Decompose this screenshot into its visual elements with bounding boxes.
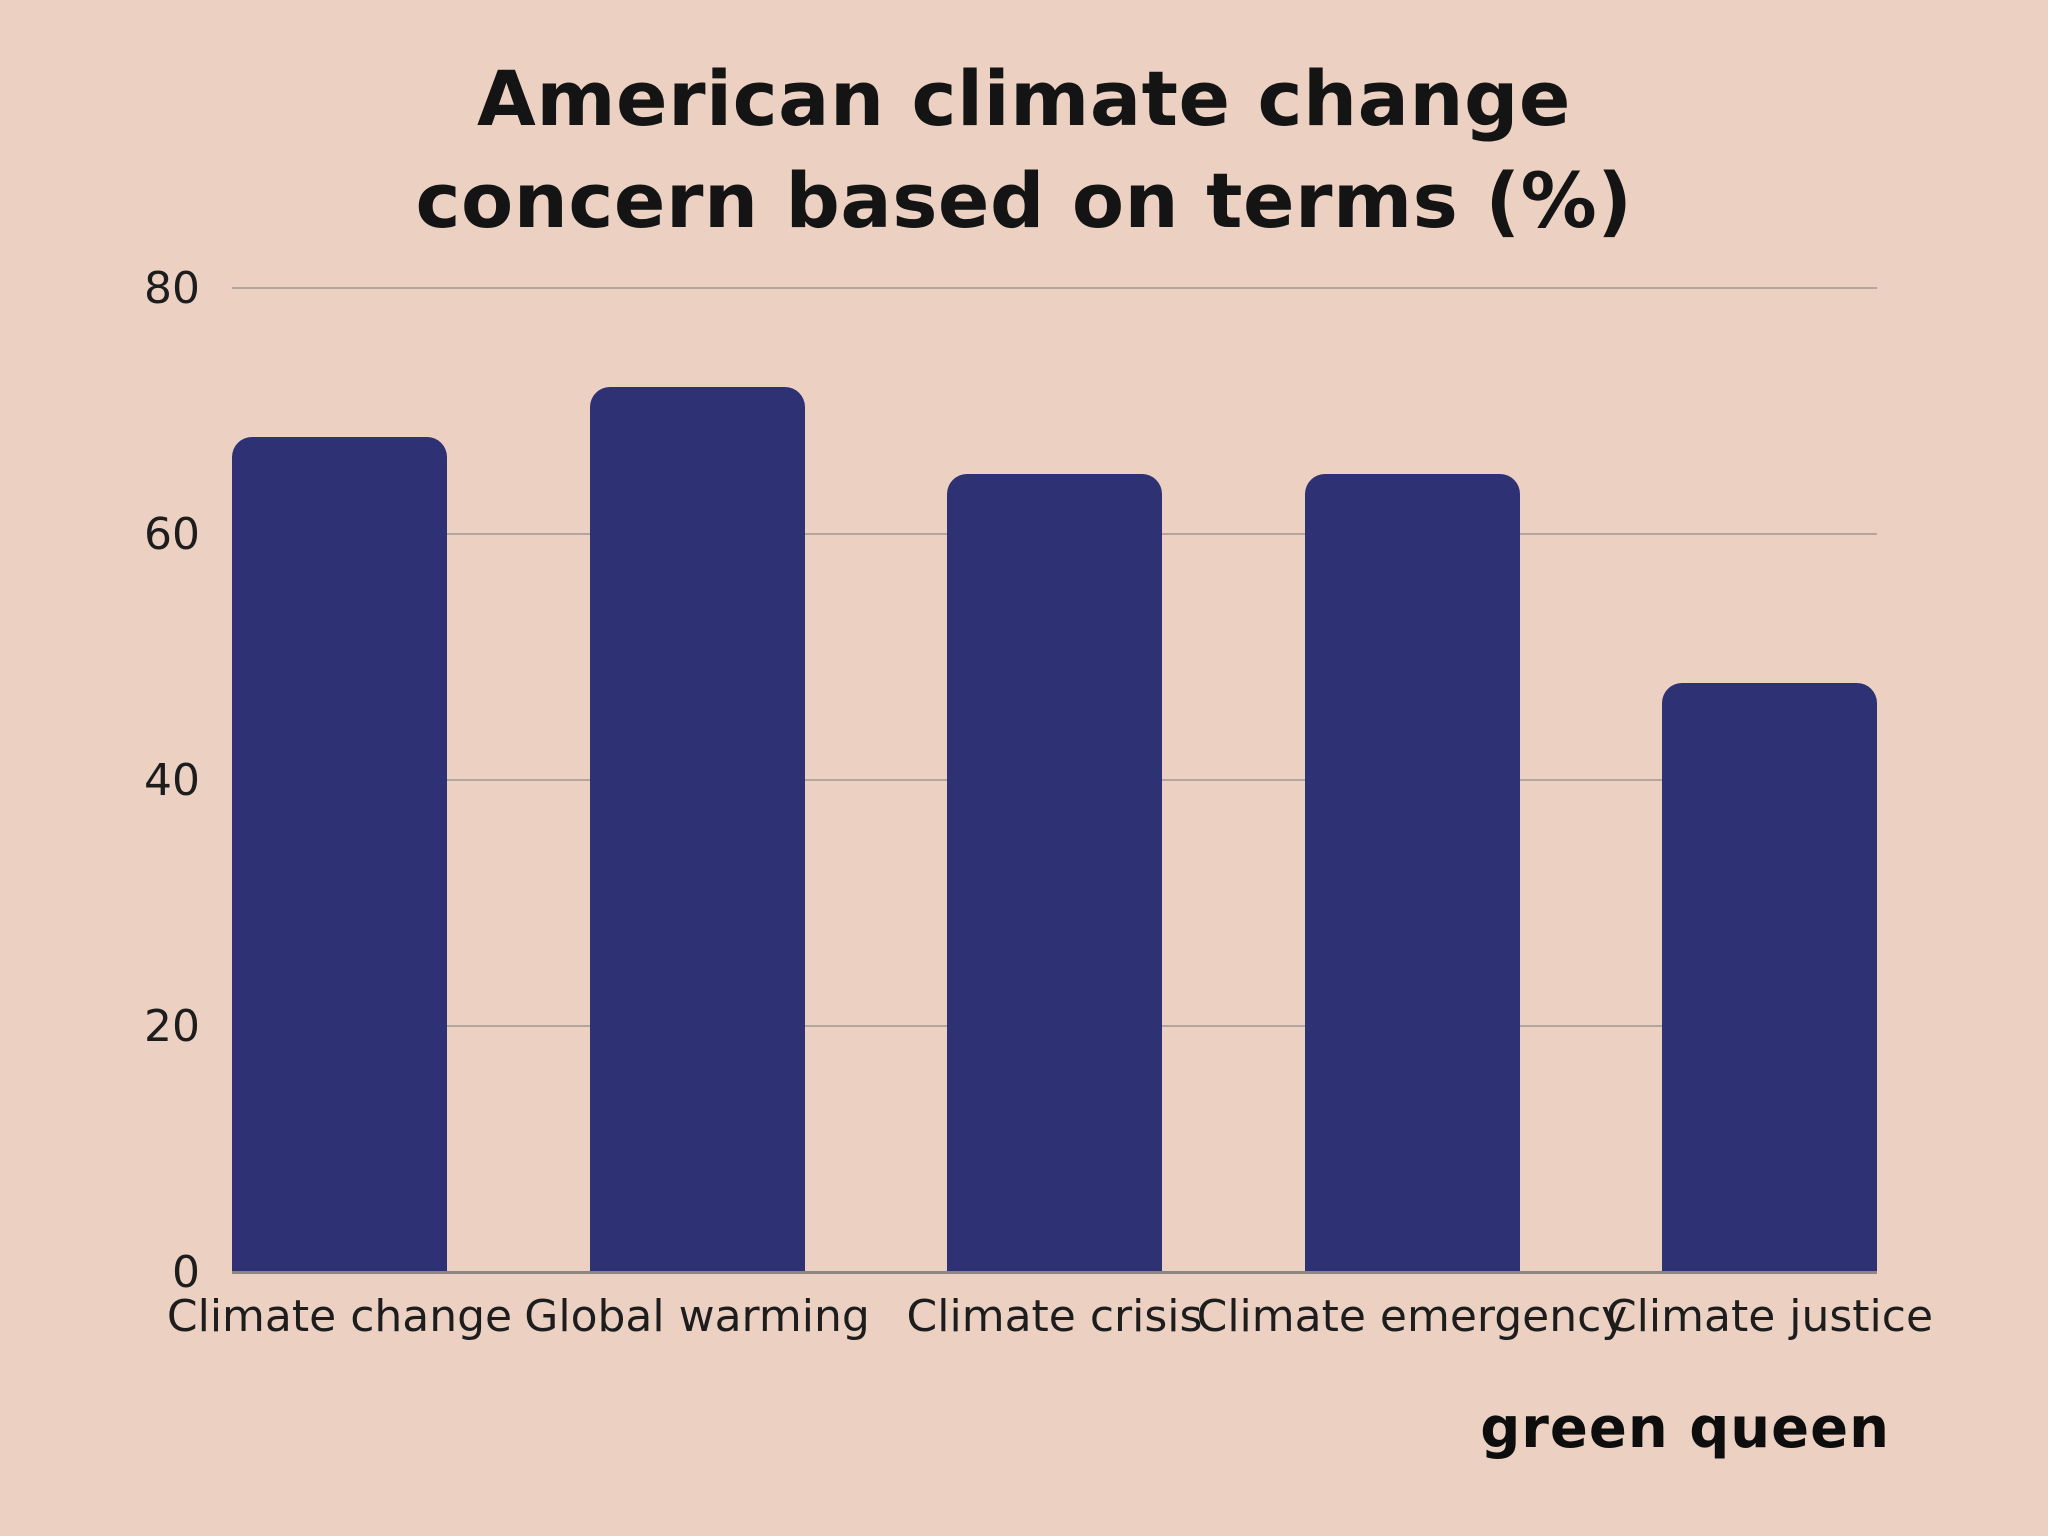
y-tick-label-60: 60 — [144, 509, 200, 560]
bar-climate-crisis — [947, 473, 1162, 1273]
x-axis-label-climate-crisis: Climate crisis — [906, 1291, 1203, 1342]
y-tick-label-20: 20 — [144, 1001, 200, 1052]
chart-title: American climate change concern based on… — [0, 48, 2048, 252]
bars-container — [232, 289, 1877, 1273]
brand-logo: green queen — [1480, 1396, 1890, 1461]
plot-area: 0 20 40 60 80 Climate change Global warming Cl… — [144, 267, 1933, 1339]
chart-title-line-2: concern based on terms (%) — [415, 155, 1633, 245]
x-axis-label-global-warming: Global warming — [524, 1291, 870, 1342]
bar-global-warming — [589, 387, 805, 1273]
chart-title-line-1: American climate change — [477, 54, 1571, 143]
y-tick-label-0: 0 — [172, 1247, 200, 1298]
bar-climate-change — [232, 436, 447, 1273]
bar-climate-justice — [1662, 682, 1877, 1273]
y-tick-label-40: 40 — [144, 755, 200, 806]
x-axis-label-climate-emergency: Climate emergency — [1196, 1291, 1628, 1342]
x-axis-line — [232, 1271, 1877, 1274]
y-tick-label-80: 80 — [144, 263, 200, 314]
x-axis-label-climate-change: Climate change — [166, 1291, 513, 1342]
gridline-80 — [232, 287, 1877, 289]
x-axis-label-climate-justice: Climate justice — [1605, 1291, 1934, 1342]
bar-climate-emergency — [1304, 473, 1520, 1273]
